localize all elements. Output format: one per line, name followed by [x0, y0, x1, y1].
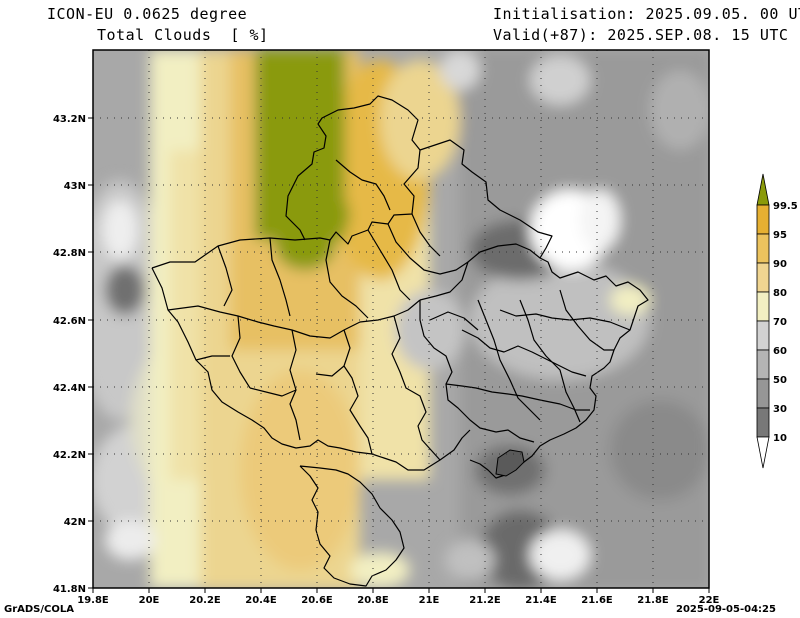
- variable-title: Total Clouds [ %]: [97, 26, 269, 44]
- x-tick-label: 21.4E: [525, 595, 557, 606]
- model-title: ICON-EU 0.0625 degree: [47, 5, 248, 23]
- tick-marks: [88, 117, 710, 593]
- timestamp-label: 2025-09-05-04:25: [676, 604, 776, 615]
- grid: [93, 50, 709, 588]
- colorbar-label: 80: [773, 288, 787, 299]
- y-tick-label: 42.6N: [53, 316, 86, 327]
- y-tick-label: 42.2N: [53, 450, 86, 461]
- colorbar-top-arrow: [756, 173, 770, 206]
- colorbar-label: 70: [773, 317, 787, 328]
- y-tick-label: 42N: [64, 517, 86, 528]
- lake-ohrid: [495, 449, 525, 477]
- x-tick-label: 21.6E: [581, 595, 613, 606]
- y-tick-label: 42.4N: [53, 383, 86, 394]
- cloud-field: [93, 50, 709, 588]
- colorbar-label: 90: [773, 259, 787, 270]
- x-tick-label: 21.8E: [637, 595, 669, 606]
- x-tick-label: 20.4E: [245, 595, 277, 606]
- x-tick-label: 21E: [419, 595, 440, 606]
- x-tick-label: 22E: [699, 595, 720, 606]
- y-tick-label: 42.8N: [53, 248, 86, 259]
- plot-frame: [92, 49, 710, 589]
- init-time: Initialisation: 2025.09.05. 00 UTC: [493, 5, 800, 23]
- colorbar-label: 60: [773, 346, 787, 357]
- colorbar-bottom-arrow: [756, 436, 770, 469]
- colorbar-label: 95: [773, 230, 787, 241]
- country-borders: [151, 95, 649, 587]
- x-tick-label: 21.2E: [469, 595, 501, 606]
- x-axis-labels: 19.8E 20E 20.2E 20.4E 20.6E 20.8E 21E 21…: [77, 595, 719, 606]
- y-tick-label: 41.8N: [53, 584, 86, 595]
- credit-label: GrADS/COLA: [4, 604, 74, 615]
- colorbar-label: 50: [773, 375, 787, 386]
- colorbar-label: 99.5: [773, 201, 798, 212]
- x-tick-label: 19.8E: [77, 595, 109, 606]
- x-tick-label: 20.2E: [189, 595, 221, 606]
- valid-time: Valid(+87): 2025.SEP.08. 15 UTC: [493, 26, 789, 44]
- colorbar-label: 30: [773, 404, 787, 415]
- y-tick-label: 43.2N: [53, 114, 86, 125]
- y-tick-label: 43N: [64, 181, 86, 192]
- colorbar-labels: 99.5 95 90 80 70 60 50 30 10: [773, 201, 798, 444]
- colorbar: [756, 173, 770, 469]
- y-axis-labels: 41.8N 42N 42.2N 42.4N 42.6N 42.8N 43N 43…: [53, 114, 86, 595]
- x-tick-label: 20.6E: [301, 595, 333, 606]
- colorbar-label: 10: [773, 433, 787, 444]
- x-tick-label: 20.8E: [357, 595, 389, 606]
- x-tick-label: 20E: [139, 595, 160, 606]
